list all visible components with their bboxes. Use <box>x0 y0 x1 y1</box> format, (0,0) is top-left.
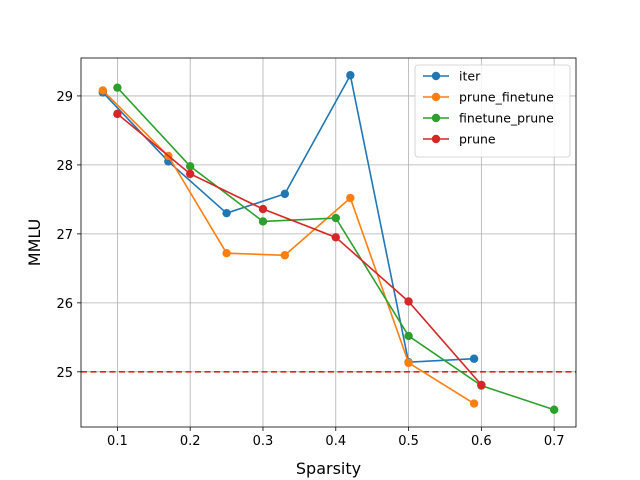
data-point <box>98 86 108 95</box>
data-point <box>185 162 195 171</box>
legend-marker <box>431 134 441 144</box>
legend-marker <box>431 113 441 123</box>
legend-label: iter <box>459 69 481 84</box>
x-tick-label: 0.3 <box>253 434 274 449</box>
series-group <box>98 71 559 414</box>
data-point <box>113 109 122 119</box>
legend-item-iter: iter <box>423 69 481 84</box>
legend-marker <box>431 92 441 102</box>
legend-box <box>414 64 571 158</box>
data-point <box>331 213 340 223</box>
y-axis-label: MMLU <box>25 219 44 266</box>
plot-frame <box>80 57 577 428</box>
series-prune <box>113 109 486 390</box>
x-tick-label: 0.1 <box>107 434 128 449</box>
legend-item-prune: prune <box>423 132 496 147</box>
x-tick-label: 0.6 <box>471 434 492 449</box>
legend-label: prune_finetune <box>459 90 554 105</box>
x-tick-label: 0.5 <box>398 434 419 449</box>
data-point <box>469 399 479 408</box>
y-tick-label: 28 <box>56 159 73 174</box>
data-point <box>185 169 195 179</box>
data-point <box>477 380 486 390</box>
x-axis: 0.1 0.2 0.3 0.4 0.5 0.6 0.7 <box>107 427 565 449</box>
data-point <box>258 217 268 226</box>
y-tick-label: 26 <box>56 297 73 312</box>
legend-label: prune <box>459 132 496 147</box>
y-tick-label: 25 <box>56 366 73 381</box>
x-tick-label: 0.2 <box>180 434 201 449</box>
x-axis-label: Sparsity <box>296 459 361 478</box>
data-point <box>222 248 231 258</box>
data-point <box>404 297 413 306</box>
legend-label: finetune_prune <box>459 111 554 126</box>
data-point <box>346 71 355 80</box>
data-point <box>222 208 231 218</box>
y-tick-label: 27 <box>56 228 73 243</box>
data-point <box>404 331 413 341</box>
legend-marker <box>431 71 441 81</box>
legend-item-finetune_prune: finetune_prune <box>423 111 554 126</box>
data-point <box>113 83 122 92</box>
x-tick-label: 0.7 <box>544 434 565 449</box>
data-point <box>346 193 355 203</box>
y-axis: 25 26 27 28 29 <box>56 90 81 381</box>
data-point <box>404 358 413 368</box>
data-point <box>258 204 268 214</box>
y-tick-label: 29 <box>56 90 73 105</box>
data-point <box>280 251 290 260</box>
legend-item-prune_finetune: prune_finetune <box>423 90 554 105</box>
series-line <box>116 113 482 386</box>
data-point <box>469 354 479 363</box>
data-point <box>549 405 559 414</box>
data-point <box>331 233 340 242</box>
data-point <box>280 189 290 199</box>
x-tick-label: 0.4 <box>325 434 346 449</box>
